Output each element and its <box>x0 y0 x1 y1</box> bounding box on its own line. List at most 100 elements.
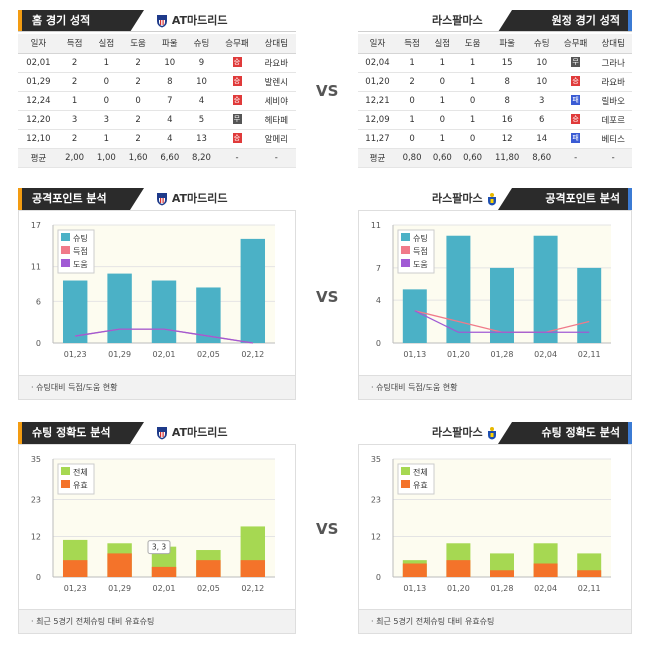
table-cell-assists: 1 <box>457 53 488 73</box>
y-tick-label: 11 <box>31 263 41 272</box>
average-cell-label: 평균 <box>358 148 397 168</box>
home-record-panel: 홈 경기 성적 AT마드리드 일자 득점 실점 도움 파울 슈팅 승무패 상대팀 02,01 2 1… <box>18 10 296 170</box>
table-row: 12,10 2 1 2 4 13 승 알메리 <box>18 129 296 149</box>
table-average-row: 평균 2,00 1,00 1,60 6,60 8,20- - <box>18 148 296 168</box>
table-cell-opponent: 알메리 <box>256 129 296 149</box>
table-cell-opponent: 릴바오 <box>594 91 632 111</box>
table-row: 11,27 0 1 0 12 14 패 베티스 <box>358 129 632 149</box>
column-header: 득점 <box>58 34 91 54</box>
table-cell-assists: 2 <box>122 53 154 73</box>
table-cell-assists: 1 <box>457 72 488 92</box>
table-cell-conceded: 1 <box>90 129 123 149</box>
home-team-label: AT마드리드 <box>156 10 228 32</box>
legend-swatch <box>401 467 410 475</box>
header-accent <box>18 422 22 444</box>
effective-shots-bar <box>62 560 88 577</box>
average-cell-shots: 8,60 <box>526 148 557 168</box>
column-header: 도움 <box>122 34 154 54</box>
away-accuracy-footer: 최근 5경기 전체슈팅 대비 유효슈팅 <box>376 617 495 626</box>
effective-shots-bar <box>446 560 471 577</box>
table-cell-date: 11,27 <box>358 129 397 149</box>
home-attack-footer: 슈팅대비 득점/도움 현황 <box>36 383 118 392</box>
laspalmas-crest-icon <box>486 426 498 440</box>
table-cell-shots: 10 <box>185 72 218 92</box>
away-team-name: 라스팔마스 <box>432 426 483 439</box>
table-cell-result: 무 <box>217 110 257 130</box>
table-cell-fouls: 8 <box>487 91 527 111</box>
column-header: 일자 <box>358 34 397 54</box>
table-cell-assists: 2 <box>122 72 154 92</box>
away-attack-footer: 슈팅대비 득점/도움 현황 <box>376 383 458 392</box>
result-badge: 승 <box>232 133 242 144</box>
tab-corner <box>498 422 512 444</box>
table-cell-goals: 0 <box>396 91 428 111</box>
shot-bar <box>490 267 514 343</box>
away-team-label: 라스팔마스 <box>432 188 498 210</box>
home-team-name: AT마드리드 <box>171 14 228 27</box>
atletico-crest-icon <box>156 192 168 206</box>
legend-swatch <box>401 246 410 254</box>
x-tick-label: 01,23 <box>64 584 87 593</box>
x-tick-label: 02,11 <box>578 350 601 359</box>
tooltip-box <box>147 540 171 555</box>
x-tick-label: 01,23 <box>64 350 87 359</box>
assists-line <box>414 310 590 333</box>
legend-label: 유효 <box>73 481 88 490</box>
average-cell-opponent: - <box>594 148 632 168</box>
table-cell-date: 02,04 <box>358 53 397 73</box>
table-row: 01,29 2 0 2 8 10 승 발렌시 <box>18 72 296 92</box>
legend-label: 전체 <box>413 467 428 477</box>
column-header: 승무패 <box>217 34 257 54</box>
table-cell-opponent: 라요바 <box>256 53 296 73</box>
result-badge: 승 <box>232 95 242 106</box>
table-cell-goals: 1 <box>396 110 428 130</box>
result-badge: 패 <box>571 95 581 106</box>
table-cell-date: 12,09 <box>358 110 397 130</box>
x-tick-label: 02,01 <box>153 584 176 593</box>
table-cell-conceded: 1 <box>427 91 458 111</box>
table-cell-fouls: 15 <box>487 53 527 73</box>
y-tick-label: 0 <box>376 339 381 348</box>
average-cell-fouls: 6,60 <box>153 148 186 168</box>
legend-label: 득점 <box>73 246 88 256</box>
effective-shots-bar <box>240 560 266 577</box>
table-cell-opponent: 데포르 <box>594 110 632 130</box>
tab-corner <box>130 10 144 32</box>
table-cell-shots: 10 <box>526 53 557 73</box>
legend-label: 도움 <box>73 260 88 269</box>
table-cell-date: 12,10 <box>18 129 59 149</box>
header-line <box>18 31 296 32</box>
x-tick-label: 01,28 <box>491 350 514 359</box>
effective-shots-bar <box>577 570 602 577</box>
header-accent <box>18 188 22 210</box>
column-header: 상대팀 <box>256 34 296 54</box>
table-cell-goals: 2 <box>58 129 91 149</box>
table-cell-goals: 2 <box>58 72 91 92</box>
x-tick-label: 01,28 <box>491 584 514 593</box>
shot-bar <box>62 280 88 343</box>
legend-swatch <box>61 233 70 241</box>
table-cell-conceded: 1 <box>427 129 458 149</box>
away-accuracy-title: 슈팅 정확도 분석 <box>512 422 628 444</box>
effective-shots-bar <box>490 570 514 577</box>
average-cell-assists: 0,60 <box>457 148 488 168</box>
header-line <box>358 31 632 32</box>
table-cell-fouls: 7 <box>153 91 186 111</box>
home-attack-chart: 0 6 11 17 01,23 01,29 02,01 02,05 02,12 슈팅 득점 도움 · … <box>18 210 296 400</box>
tab-corner <box>130 188 144 210</box>
legend-label: 득점 <box>413 246 428 256</box>
chart-footer: · 최근 5경기 전체슈팅 대비 유효슈팅 <box>359 609 631 633</box>
table-cell-conceded: 1 <box>90 53 123 73</box>
chart-footer: · 최근 5경기 전체슈팅 대비 유효슈팅 <box>19 609 295 633</box>
table-cell-opponent: 그라나 <box>594 53 632 73</box>
effective-shots-bar <box>402 563 427 577</box>
away-record-panel: 라스팔마스 원정 경기 성적 일자 득점 실점 도움 파울 슈팅 승무패 상대팀 02,04 1 1… <box>358 10 632 170</box>
home-team-label: AT마드리드 <box>156 422 228 444</box>
table-cell-opponent: 헤타페 <box>256 110 296 130</box>
home-accuracy-title: 슈팅 정확도 분석 <box>22 422 130 444</box>
result-badge: 승 <box>232 76 242 87</box>
table-cell-shots: 10 <box>526 72 557 92</box>
result-badge: 패 <box>571 133 581 144</box>
legend-swatch <box>401 259 410 267</box>
